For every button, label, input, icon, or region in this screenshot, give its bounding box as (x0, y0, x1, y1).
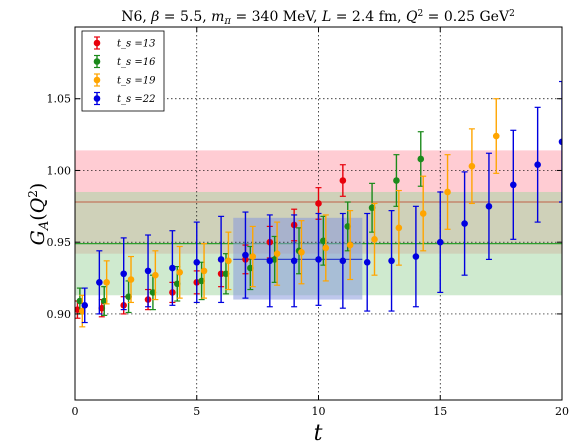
data-point (339, 177, 347, 184)
data-point (198, 277, 205, 285)
data-point (266, 257, 274, 265)
data-point (225, 257, 232, 265)
data-point (558, 138, 562, 146)
data-point (79, 307, 86, 315)
data-point (103, 279, 110, 286)
data-point (534, 161, 541, 169)
data-point (510, 181, 517, 189)
data-point (315, 256, 322, 263)
y-tick-label: 0.95 (47, 236, 72, 249)
legend-label: t_s =16 (117, 57, 156, 68)
legend-marker (93, 39, 101, 47)
data-point (395, 224, 403, 232)
x-axis-label: t (314, 421, 323, 444)
data-point (81, 302, 89, 309)
data-point (273, 250, 281, 257)
data-point (388, 257, 395, 265)
data-point (125, 293, 132, 301)
data-point (344, 223, 352, 230)
data-point (217, 256, 225, 263)
data-point (247, 264, 254, 272)
legend-marker (93, 76, 101, 84)
data-point (485, 203, 493, 210)
data-point (419, 210, 427, 217)
legend-marker (93, 95, 101, 102)
series-4 (81, 80, 562, 324)
legend-label: t_s =22 (117, 94, 155, 105)
data-point (127, 276, 135, 283)
x-tick-label: 20 (555, 405, 569, 418)
data-point (290, 257, 298, 265)
data-point (444, 188, 451, 196)
x-tick-label: 0 (72, 405, 79, 418)
data-point (98, 304, 106, 312)
data-point (315, 200, 322, 207)
y-tick-label: 1.00 (47, 164, 72, 177)
data-point (200, 267, 208, 275)
data-point (368, 204, 376, 212)
x-tick-label: 10 (312, 405, 326, 418)
x-tick-label: 5 (193, 405, 200, 418)
legend-label: t_s =13 (117, 39, 155, 50)
chart-title: N6, β = 5.5, mπ = 340 MeV, L = 2.4 fm, Q… (121, 9, 515, 27)
data-point (320, 237, 327, 245)
data-point (363, 258, 371, 266)
data-point (322, 244, 330, 252)
data-point (144, 267, 152, 275)
y-axis-label: GA(Q2) (26, 183, 52, 246)
data-point (169, 264, 176, 272)
data-point (417, 155, 425, 163)
data-point (149, 289, 157, 296)
data-point (412, 253, 420, 260)
data-point (346, 241, 354, 249)
data-point (152, 271, 159, 279)
data-point (339, 257, 347, 265)
data-point (76, 297, 84, 305)
legend: t_s =13 t_s =16 t_s =19 t_s =22 (81, 30, 165, 112)
data-point (193, 258, 201, 266)
data-point (176, 269, 184, 276)
data-point (298, 248, 305, 256)
legend-label: t_s =19 (117, 76, 156, 87)
data-point (468, 162, 476, 170)
data-point (436, 238, 444, 246)
series-3 (79, 98, 500, 328)
y-tick-label: 0.90 (47, 308, 72, 321)
legend-marker (93, 58, 101, 65)
data-point (249, 253, 257, 260)
y-tick-label: 1.05 (47, 93, 72, 106)
data-point (371, 236, 378, 243)
data-point (222, 270, 230, 278)
data-point (461, 220, 468, 227)
data-point (492, 132, 500, 140)
axis-ticks: 0 5 10 15 20 0.90 0.95 1.00 1.05 (47, 27, 569, 418)
data-point (393, 177, 400, 184)
x-tick-label: 15 (433, 405, 447, 418)
data-series (75, 80, 562, 328)
data-point (242, 251, 249, 259)
data-point (96, 279, 103, 286)
data-point (173, 280, 181, 288)
data-point (120, 270, 127, 278)
data-point (100, 297, 108, 305)
